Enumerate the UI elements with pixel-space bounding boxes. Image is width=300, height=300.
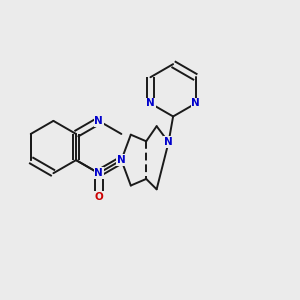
Text: N: N (94, 168, 103, 178)
Text: N: N (117, 155, 126, 165)
Text: O: O (94, 192, 103, 202)
Text: N: N (164, 137, 173, 147)
Text: N: N (191, 98, 200, 108)
Text: N: N (94, 116, 103, 126)
Text: N: N (146, 98, 155, 108)
